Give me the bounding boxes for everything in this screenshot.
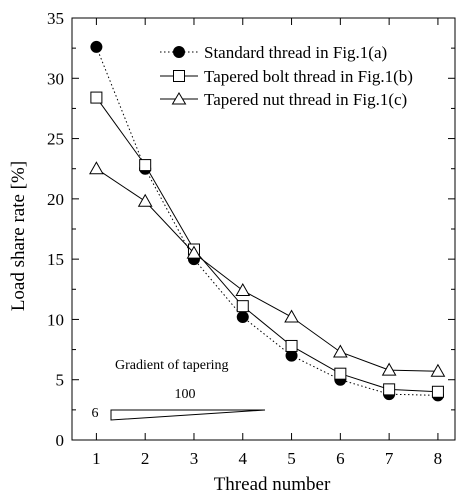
y-tick-label: 35 [47, 9, 64, 28]
series-line [96, 168, 438, 372]
taper-wedge-icon [110, 409, 266, 421]
y-tick-label: 0 [56, 431, 65, 450]
legend-marker-tapered-nut [171, 92, 187, 105]
y-tick-label: 15 [47, 250, 64, 269]
x-tick-label: 5 [287, 449, 296, 468]
data-point [90, 40, 103, 53]
x-tick-label: 1 [92, 449, 101, 468]
legend-entry-standard: Standard thread in Fig.1(a) [160, 43, 387, 62]
data-point [137, 193, 153, 207]
data-point [431, 385, 444, 398]
series-layer [89, 40, 446, 402]
data-point [89, 161, 104, 175]
x-tick-label: 8 [434, 449, 443, 468]
taper-annotation: Gradient of tapering 100 6 [92, 358, 266, 421]
data-point [334, 367, 347, 380]
data-point [381, 362, 397, 376]
x-tick-label: 6 [336, 449, 345, 468]
x-tick-label: 7 [385, 449, 394, 468]
legend-marker-standard [173, 46, 185, 58]
x-tick-label: 3 [190, 449, 199, 468]
legend: Standard thread in Fig.1(a) Tapered bolt… [160, 43, 413, 109]
series-2 [90, 91, 444, 398]
data-point [332, 344, 348, 358]
data-point [236, 300, 249, 313]
y-tick-label: 30 [47, 69, 64, 88]
x-tick-label: 2 [141, 449, 150, 468]
gradient-label: Gradient of tapering [115, 358, 229, 373]
legend-label-tapered-bolt: Tapered bolt thread in Fig.1(b) [204, 67, 413, 86]
legend-entry-tapered-nut: Tapered nut thread in Fig.1(c) [160, 90, 407, 109]
series-line [95, 97, 438, 393]
y-tick-label: 20 [47, 190, 64, 209]
x-tick-label: 4 [239, 449, 248, 468]
series-line [95, 46, 438, 396]
series-3 [89, 161, 446, 377]
data-point [284, 309, 299, 323]
data-point [139, 159, 152, 172]
rise-label: 6 [92, 406, 99, 421]
y-tick-label: 10 [47, 310, 64, 329]
y-axis-title: Load share rate [%] [8, 161, 29, 311]
legend-entry-tapered-bolt: Tapered bolt thread in Fig.1(b) [160, 67, 413, 86]
ticks: 0 5 10 15 20 25 30 35 1 2 3 4 5 6 7 8 [47, 9, 455, 468]
data-point [236, 311, 249, 324]
y-tick-label: 5 [56, 371, 65, 390]
data-point [383, 383, 396, 396]
data-point [285, 339, 298, 352]
data-point [90, 91, 103, 104]
legend-label-standard: Standard thread in Fig.1(a) [204, 43, 387, 62]
data-point [235, 282, 251, 296]
legend-label-tapered-nut: Tapered nut thread in Fig.1(c) [204, 90, 407, 109]
x-axis-title: Thread number [214, 474, 331, 495]
y-tick-label: 25 [47, 130, 64, 149]
run-label: 100 [175, 387, 196, 402]
data-point [430, 363, 446, 377]
data-point [186, 245, 202, 259]
legend-marker-tapered-bolt [173, 70, 185, 82]
